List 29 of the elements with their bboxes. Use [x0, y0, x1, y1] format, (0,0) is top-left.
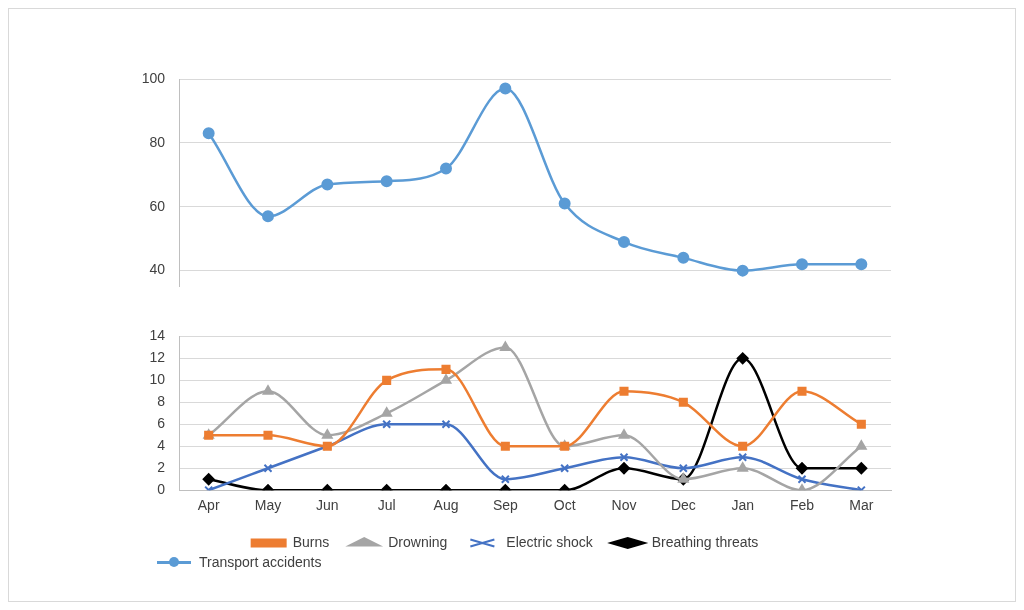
y-tick-label: 12 — [149, 349, 166, 366]
legend-label: Drowning — [388, 533, 448, 550]
x-tick-label: Dec — [670, 497, 696, 514]
x-tick-label: Jan — [731, 497, 754, 514]
y-tick-label: 8 — [157, 393, 166, 410]
x-tick-label: May — [254, 497, 282, 514]
y-tick-label: 4 — [157, 437, 166, 454]
x-tick-label: Feb — [789, 497, 815, 514]
y-tick-label: 80 — [149, 133, 166, 150]
x-tick-label: Aug — [433, 497, 459, 514]
y-tick-label: 100 — [141, 69, 166, 86]
legend-label: Electric shock — [506, 533, 594, 550]
y-tick-label: 0 — [157, 481, 166, 498]
x-tick-label: Mar — [849, 497, 874, 514]
legend-label: Breathing threats — [651, 533, 759, 550]
x-tick-label: Sep — [492, 497, 518, 514]
x-tick-label: Nov — [611, 497, 637, 514]
y-tick-label: 14 — [149, 327, 166, 344]
y-tick-label: 6 — [157, 415, 166, 432]
y-tick-label: 60 — [149, 197, 166, 214]
legend-label: Transport accidents — [199, 554, 322, 570]
x-tick-label: Jul — [377, 497, 396, 514]
x-tick-label: Jun — [316, 497, 339, 514]
x-tick-label: Apr — [197, 497, 220, 514]
legend-label: Burns — [292, 533, 330, 550]
y-tick-label: 2 — [157, 459, 166, 476]
x-tick-label: Oct — [553, 497, 576, 514]
y-tick-label: 40 — [149, 261, 166, 278]
y-tick-label: 10 — [149, 371, 166, 388]
